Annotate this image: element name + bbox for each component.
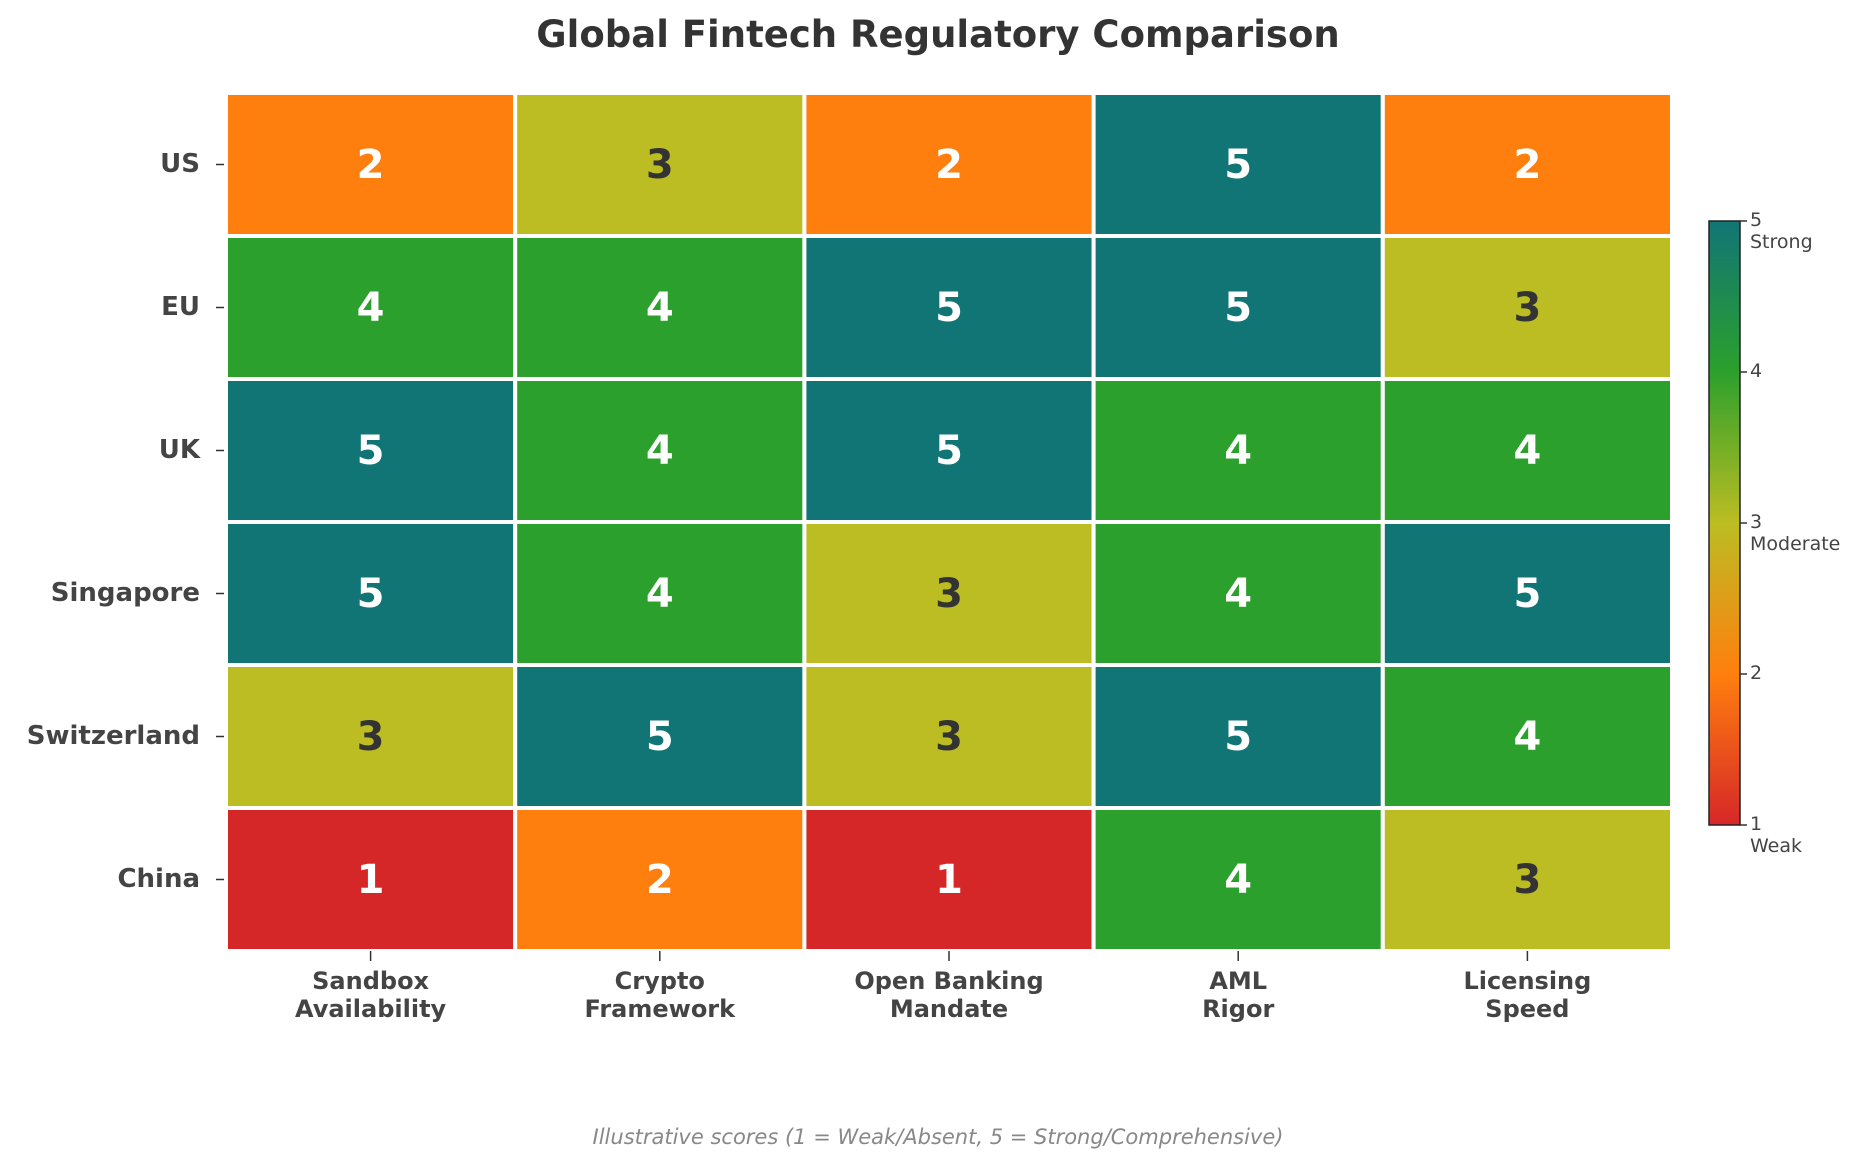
cell-label: 2 (1513, 141, 1542, 188)
cell (1380, 663, 1675, 810)
cell (513, 91, 807, 238)
colorbar-label: 2 (1750, 662, 1763, 684)
colorbar-label: 5 Strong (1750, 209, 1813, 253)
cell (513, 234, 807, 381)
cell (1091, 377, 1385, 524)
cell-label: 5 (935, 284, 963, 331)
cell-label: 4 (645, 427, 674, 474)
cell-label: 5 (1224, 713, 1253, 760)
cell-label: 1 (356, 856, 385, 903)
cell (802, 806, 1096, 953)
cell (513, 806, 807, 953)
cell-label: 3 (645, 141, 674, 188)
colorbar-label: 4 (1750, 360, 1763, 382)
row-label: UK (158, 434, 200, 465)
cell (224, 234, 518, 381)
cell-label: 3 (935, 570, 963, 617)
cell-label: 1 (935, 856, 963, 903)
cell-label: 3 (356, 713, 385, 760)
cell-label: 4 (1513, 427, 1542, 474)
cell (513, 377, 807, 524)
cell-label: 4 (356, 284, 385, 331)
cell (1380, 520, 1675, 667)
cell-label: 4 (1224, 570, 1253, 617)
cell-label: 4 (645, 570, 674, 617)
colorbar-label: 1 Weak (1750, 813, 1803, 857)
cell-label: 2 (645, 856, 674, 903)
cell-label: 5 (1513, 570, 1542, 617)
cell (513, 663, 807, 810)
cell (802, 377, 1096, 524)
cell (1380, 91, 1675, 238)
row-label: Switzerland (26, 720, 200, 751)
footnote: Illustrative scores (1 = Weak/Absent, 5 … (592, 1125, 1284, 1149)
column-label: Licensing Speed (1463, 967, 1592, 1023)
cell (1091, 520, 1385, 667)
cell-label: 2 (356, 141, 385, 188)
column-label: Crypto Framework (584, 967, 736, 1023)
cell-label: 3 (1513, 856, 1542, 903)
cell-label: 5 (935, 427, 963, 474)
cell-label: 5 (645, 713, 674, 760)
column-label: Sandbox Availability (295, 967, 447, 1023)
cell-label: 4 (645, 284, 674, 331)
colorbar-label: 3 Moderate (1750, 511, 1841, 555)
cell-label: 5 (356, 570, 385, 617)
cell-label: 3 (935, 713, 963, 760)
row-label: US (160, 148, 200, 179)
cell-label: 4 (1224, 427, 1253, 474)
cell-label: 3 (1513, 284, 1542, 331)
row-label: China (117, 863, 200, 894)
column-label: Open Banking Mandate (854, 967, 1044, 1023)
row-label: EU (161, 291, 200, 322)
cell-label: 2 (935, 141, 963, 188)
cell-label: 4 (1224, 856, 1253, 903)
cell-label: 5 (1224, 141, 1253, 188)
colorbar (1708, 220, 1741, 826)
cell (802, 520, 1096, 667)
cell (1380, 377, 1675, 524)
row-label: Singapore (50, 577, 200, 608)
chart-title: Global Fintech Regulatory Comparison (536, 13, 1340, 56)
column-label: AML Rigor (1202, 967, 1275, 1023)
cell-label: 4 (1513, 713, 1542, 760)
cell-label: 5 (356, 427, 385, 474)
cell (1380, 806, 1675, 953)
cell (224, 806, 518, 953)
cell-label: 5 (1224, 284, 1253, 331)
cell (224, 663, 518, 810)
